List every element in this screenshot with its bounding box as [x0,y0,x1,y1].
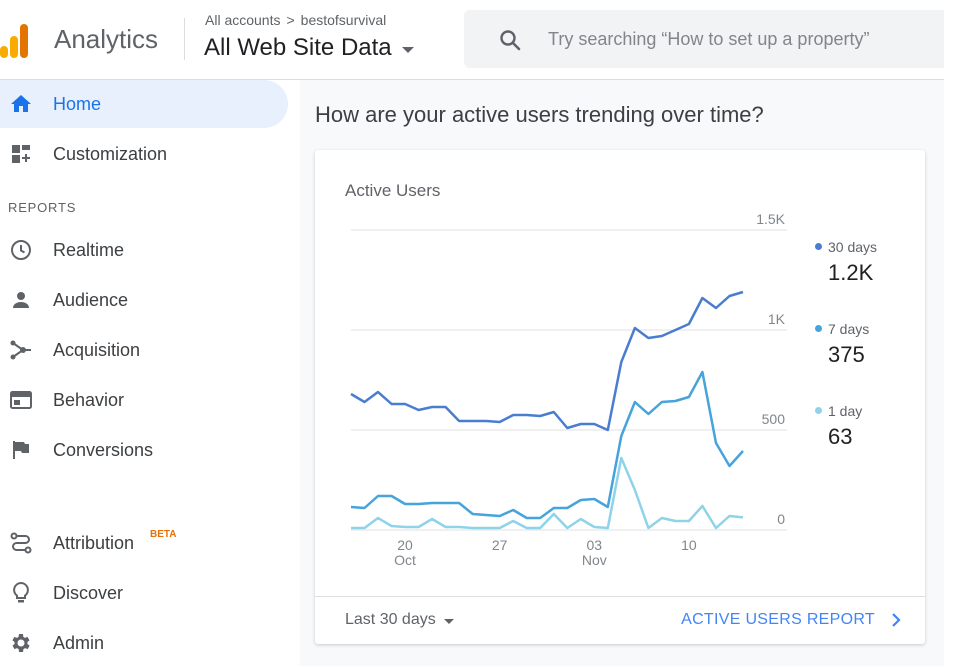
top-bar: Analytics All accounts > bestofsurvival Al… [0,0,944,80]
x-tick-label: 27 [492,537,508,553]
sidebar-item-realtime[interactable]: Realtime [0,226,288,274]
x-tick-sublabel: Oct [394,552,416,568]
y-tick-label: 500 [762,411,786,427]
sidebar-item-attribution[interactable]: Attribution BETA [0,519,288,567]
sidebar-item-label: Behavior [53,389,125,410]
legend-value: 375 [828,342,865,367]
flag-icon [13,441,29,459]
dashboard-plus-icon [12,145,30,163]
series-line [350,370,744,520]
y-tick-label: 1K [768,311,786,327]
section-label-reports: REPORTS [8,200,77,215]
legend-dot [815,325,822,333]
legend-value: 1.2K [828,260,874,285]
sidebar-item-label: Admin [53,632,105,653]
date-range-selector[interactable]: Last 30 days [345,611,454,629]
legend-value: 63 [828,424,853,449]
series-line [350,290,744,432]
sidebar-item-acquisition[interactable]: Acquisition [0,326,288,374]
legend-name: 7 days [828,320,870,337]
x-tick-sublabel: Nov [582,552,607,568]
breadcrumb-separator-icon: > [286,12,295,28]
sidebar-item-label: Attribution [53,532,135,553]
sidebar-item-admin[interactable]: Admin [0,619,288,667]
legend-name: 1 day [828,402,863,419]
search-bar[interactable]: Try searching “How to set up a property” [464,10,944,68]
sidebar-item-audience[interactable]: Audience [0,276,288,324]
sidebar-item-label: Discover [53,582,124,603]
legend-item-1-day: 1 day 63 [815,402,863,449]
chevron-right-icon [892,613,901,627]
main-content: How are your active users trending over … [300,80,944,666]
sidebar-item-behavior[interactable]: Behavior [0,376,288,424]
sidebar-item-label: Home [53,93,102,114]
sidebar-item-label: Customization [53,143,168,164]
legend-item-30-days: 30 days 1.2K [815,238,878,285]
caret-down-icon [443,618,454,624]
active-users-card: Active Users 0 500 1K 1.5K 20 Oct 27 03 Nov 10 30… [315,150,925,644]
x-tick-label: 03 [587,537,603,553]
x-tick-label: 10 [681,537,697,553]
caret-down-icon [401,47,414,53]
view-selector-label: All Web Site Data [204,34,392,61]
search-icon [500,30,521,51]
legend-dot [815,407,822,415]
window-edge [944,0,958,666]
sidebar: Home Customization REPORTS Realtime Audi… [0,80,300,666]
behavior-window-icon [10,391,32,409]
sidebar-item-label: Acquisition [53,339,141,360]
beta-badge: BETA [150,529,177,540]
acquisition-icon [10,340,31,360]
app-title: Analytics [54,24,159,54]
sidebar-item-discover[interactable]: Discover [0,569,288,617]
series-line [351,456,744,530]
lightbulb-icon [13,581,29,603]
attribution-icon [10,532,32,554]
date-range-label: Last 30 days [345,611,436,628]
sidebar-item-conversions[interactable]: Conversions [0,426,288,474]
page-question: How are your active users trending over … [315,102,764,127]
x-tick-label: 20 [397,537,413,553]
y-tick-label: 1.5K [756,211,785,227]
view-selector[interactable]: All Web Site Data [204,34,414,62]
report-link-label: ACTIVE USERS REPORT [681,611,875,628]
home-icon [11,95,31,112]
person-icon [13,292,29,308]
header-divider [184,18,185,60]
clock-icon [11,240,31,260]
y-tick-label: 0 [777,511,785,527]
breadcrumb-property[interactable]: bestofsurvival [300,12,387,28]
card-title: Active Users [345,181,441,200]
card-footer: Last 30 days ACTIVE USERS REPORT [315,596,925,644]
legend-dot [815,243,822,251]
analytics-logo-icon[interactable] [0,22,32,58]
sidebar-item-label: Audience [53,289,129,310]
active-users-report-link[interactable]: ACTIVE USERS REPORT [681,611,901,629]
search-input[interactable]: Try searching “How to set up a property” [548,29,870,49]
legend-item-7-days: 7 days 375 [815,320,870,367]
sidebar-item-customization[interactable]: Customization [0,130,288,178]
breadcrumb[interactable]: All accounts > bestofsurvival [205,12,386,28]
gear-icon [12,634,30,652]
legend-name: 30 days [828,238,878,255]
breadcrumb-account[interactable]: All accounts [205,12,281,28]
sidebar-item-label: Conversions [53,439,154,460]
sidebar-item-home[interactable]: Home [0,80,288,128]
sidebar-item-label: Realtime [53,239,125,260]
